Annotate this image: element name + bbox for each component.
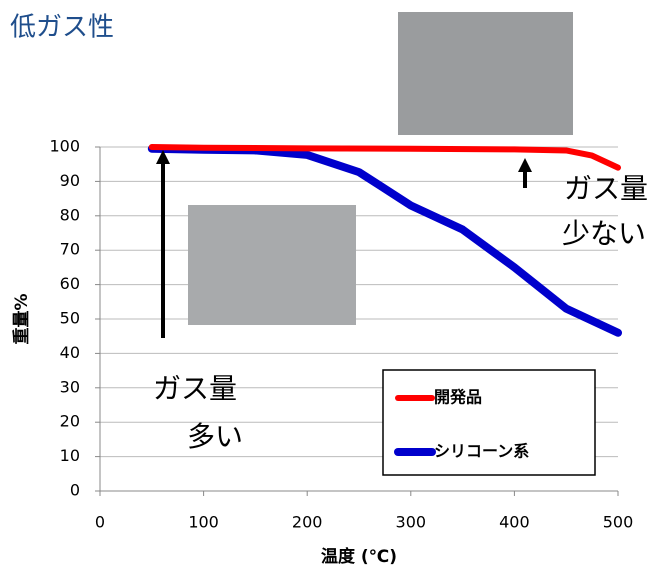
y-tick-label: 90 xyxy=(60,171,80,190)
y-tick-label: 60 xyxy=(60,274,80,293)
arrow-head xyxy=(156,150,170,164)
y-tick-label: 80 xyxy=(60,205,80,224)
x-tick-label: 400 xyxy=(499,513,530,532)
annotation: 多い xyxy=(187,420,243,453)
annotation: ガス量 xyxy=(153,372,237,405)
y-tick-label: 100 xyxy=(49,137,80,156)
y-tick-label: 50 xyxy=(60,309,80,328)
photo xyxy=(188,205,356,325)
x-axis-label: 温度 (℃) xyxy=(321,546,397,567)
x-tick-label: 200 xyxy=(292,513,323,532)
x-tick-label: 0 xyxy=(95,513,105,532)
series-line xyxy=(148,144,621,171)
annotation: ガス量 xyxy=(564,172,648,205)
y-tick-label: 40 xyxy=(60,343,80,362)
y-tick-label: 0 xyxy=(70,481,80,500)
y-axis-label: 重量% xyxy=(11,293,32,344)
legend-box xyxy=(382,369,596,476)
annotation: 少ない xyxy=(562,217,646,250)
legend-label: シリコーン系 xyxy=(434,442,529,461)
x-tick-label: 500 xyxy=(603,513,634,532)
x-tick-label: 300 xyxy=(396,513,427,532)
chart-title: 低ガス性 xyxy=(10,13,114,43)
legend-label: 開発品 xyxy=(434,388,482,407)
y-tick-label: 70 xyxy=(60,240,80,259)
x-tick-label: 100 xyxy=(188,513,219,532)
y-tick-label: 10 xyxy=(60,446,80,465)
photo xyxy=(398,12,573,135)
arrow-head xyxy=(518,158,532,172)
y-tick-label: 20 xyxy=(60,412,80,431)
y-tick-label: 30 xyxy=(60,377,80,396)
